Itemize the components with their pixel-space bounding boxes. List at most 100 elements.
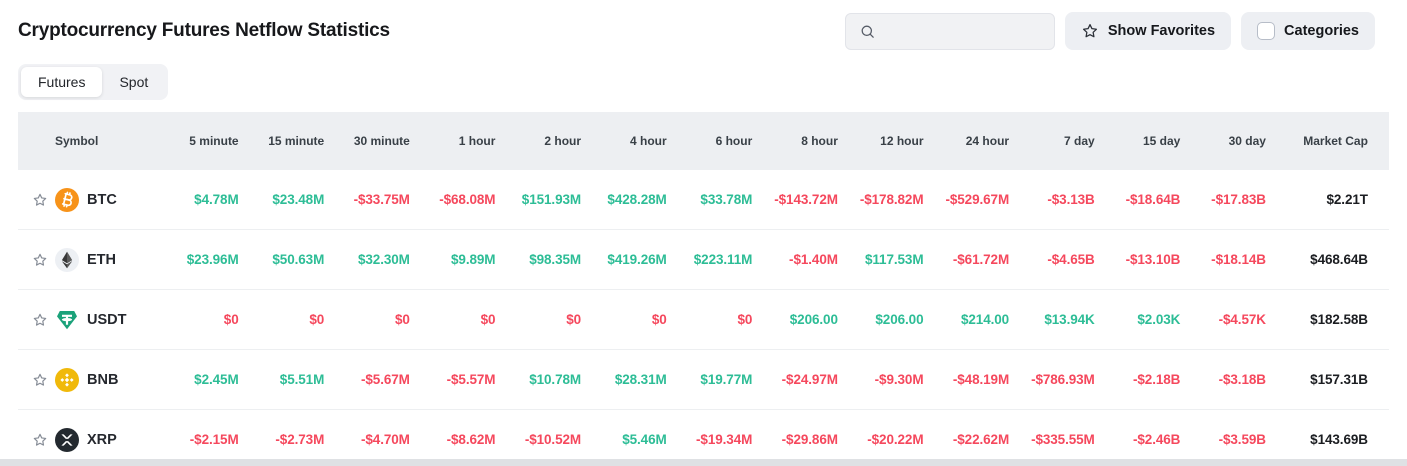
netflow-value: -$529.67M <box>923 192 1009 207</box>
netflow-value: $5.51M <box>239 372 325 387</box>
column-header-1-hour[interactable]: 1 hour <box>410 134 496 148</box>
netflow-value: -$10.52M <box>495 432 581 447</box>
column-header-market-cap[interactable]: Market Cap <box>1266 134 1389 148</box>
netflow-value: $32.30M <box>324 252 410 267</box>
coin-symbol: ETH <box>87 252 116 268</box>
table-row-bnb[interactable]: BNB$2.45M$5.51M-$5.67M-$5.57M$10.78M$28.… <box>18 350 1389 410</box>
market-cap-value: $143.69B <box>1266 432 1389 447</box>
column-header-15-day[interactable]: 15 day <box>1095 134 1181 148</box>
netflow-value: $428.28M <box>581 192 667 207</box>
bnb-icon <box>55 368 79 392</box>
netflow-value: -$5.57M <box>410 372 496 387</box>
netflow-value: -$2.46B <box>1095 432 1181 447</box>
column-header-24-hour[interactable]: 24 hour <box>923 134 1009 148</box>
netflow-value: -$3.18B <box>1180 372 1266 387</box>
search-box[interactable] <box>845 13 1055 50</box>
netflow-value: $117.53M <box>838 252 924 267</box>
favorite-star-icon[interactable] <box>32 372 48 388</box>
netflow-page: Cryptocurrency Futures Netflow Statistic… <box>0 0 1407 466</box>
netflow-value: -$18.14B <box>1180 252 1266 267</box>
column-header-12-hour[interactable]: 12 hour <box>838 134 924 148</box>
tab-spot[interactable]: Spot <box>102 67 165 97</box>
netflow-value: $98.35M <box>495 252 581 267</box>
table-row-eth[interactable]: ETH$23.96M$50.63M$32.30M$9.89M$98.35M$41… <box>18 230 1389 290</box>
coin-symbol: BNB <box>87 372 118 388</box>
netflow-value: -$8.62M <box>410 432 496 447</box>
btc-icon <box>55 188 79 212</box>
column-header-30-minute[interactable]: 30 minute <box>324 134 410 148</box>
column-header-5-minute[interactable]: 5 minute <box>153 134 239 148</box>
netflow-value: -$68.08M <box>410 192 496 207</box>
horizontal-scrollbar[interactable] <box>0 459 1407 466</box>
netflow-value: $0 <box>667 312 753 327</box>
netflow-value: -$61.72M <box>923 252 1009 267</box>
symbol-cell: BNB <box>18 368 153 392</box>
netflow-value: -$33.75M <box>324 192 410 207</box>
table-row-btc[interactable]: BTC$4.78M$23.48M-$33.75M-$68.08M$151.93M… <box>18 170 1389 230</box>
tab-futures[interactable]: Futures <box>21 67 102 97</box>
netflow-value: $2.03K <box>1095 312 1181 327</box>
column-header-7-day[interactable]: 7 day <box>1009 134 1095 148</box>
coin-symbol: BTC <box>87 192 117 208</box>
netflow-value: -$22.62M <box>923 432 1009 447</box>
column-header-symbol[interactable]: Symbol <box>18 134 153 148</box>
netflow-value: $206.00 <box>838 312 924 327</box>
coin-symbol: XRP <box>87 432 117 448</box>
netflow-value: $13.94K <box>1009 312 1095 327</box>
column-header-6-hour[interactable]: 6 hour <box>667 134 753 148</box>
netflow-table: Symbol5 minute15 minute30 minute1 hour2 … <box>18 112 1389 466</box>
netflow-value: -$24.97M <box>752 372 838 387</box>
netflow-value: $28.31M <box>581 372 667 387</box>
netflow-value: $214.00 <box>923 312 1009 327</box>
netflow-value: $33.78M <box>667 192 753 207</box>
eth-icon <box>55 248 79 272</box>
netflow-value: -$4.57K <box>1180 312 1266 327</box>
netflow-value: $151.93M <box>495 192 581 207</box>
netflow-value: -$3.13B <box>1009 192 1095 207</box>
symbol-cell: USDT <box>18 308 153 332</box>
netflow-value: -$2.18B <box>1095 372 1181 387</box>
netflow-value: -$2.73M <box>239 432 325 447</box>
column-header-4-hour[interactable]: 4 hour <box>581 134 667 148</box>
show-favorites-button[interactable]: Show Favorites <box>1065 12 1231 50</box>
netflow-value: -$5.67M <box>324 372 410 387</box>
market-cap-value: $2.21T <box>1266 192 1389 207</box>
netflow-value: $19.77M <box>667 372 753 387</box>
netflow-value: -$13.10B <box>1095 252 1181 267</box>
table-row-usdt[interactable]: USDT$0$0$0$0$0$0$0$206.00$206.00$214.00$… <box>18 290 1389 350</box>
netflow-value: $50.63M <box>239 252 325 267</box>
netflow-value: $10.78M <box>495 372 581 387</box>
coin-symbol: USDT <box>87 312 126 328</box>
netflow-value: $0 <box>581 312 667 327</box>
netflow-value: $0 <box>239 312 325 327</box>
favorite-star-icon[interactable] <box>32 312 48 328</box>
categories-checkbox[interactable] <box>1257 22 1275 40</box>
netflow-value: $23.48M <box>239 192 325 207</box>
netflow-value: -$29.86M <box>752 432 838 447</box>
netflow-value: -$335.55M <box>1009 432 1095 447</box>
netflow-value: -$18.64B <box>1095 192 1181 207</box>
netflow-value: -$19.34M <box>667 432 753 447</box>
show-favorites-label: Show Favorites <box>1108 23 1215 39</box>
favorite-star-icon[interactable] <box>32 252 48 268</box>
table-header-row: Symbol5 minute15 minute30 minute1 hour2 … <box>18 112 1389 170</box>
netflow-value: $206.00 <box>752 312 838 327</box>
netflow-value: -$4.65B <box>1009 252 1095 267</box>
search-icon <box>859 23 876 40</box>
column-header-15-minute[interactable]: 15 minute <box>239 134 325 148</box>
favorite-star-icon[interactable] <box>32 432 48 448</box>
column-header-30-day[interactable]: 30 day <box>1180 134 1266 148</box>
star-icon <box>1081 22 1099 40</box>
market-type-tabs: FuturesSpot <box>18 64 168 100</box>
favorite-star-icon[interactable] <box>32 192 48 208</box>
netflow-value: $0 <box>153 312 239 327</box>
netflow-value: -$786.93M <box>1009 372 1095 387</box>
search-input[interactable] <box>876 22 1046 40</box>
netflow-value: -$20.22M <box>838 432 924 447</box>
categories-button[interactable]: Categories <box>1241 12 1375 50</box>
table-row-xrp[interactable]: XRP-$2.15M-$2.73M-$4.70M-$8.62M-$10.52M$… <box>18 410 1389 466</box>
column-header-8-hour[interactable]: 8 hour <box>752 134 838 148</box>
column-header-2-hour[interactable]: 2 hour <box>495 134 581 148</box>
symbol-cell: ETH <box>18 248 153 272</box>
toolbar-controls: Show Favorites Categories <box>845 12 1375 50</box>
